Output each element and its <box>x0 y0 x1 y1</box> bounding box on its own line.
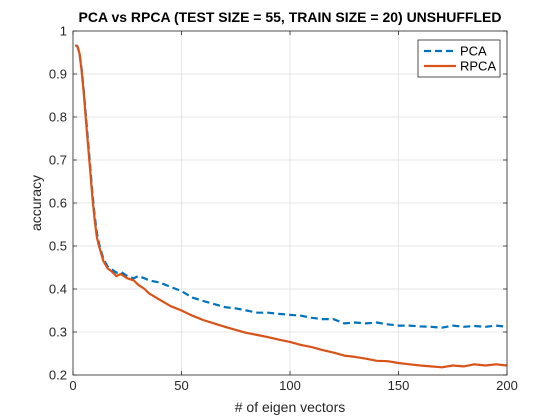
y-tick-label: 1 <box>60 24 67 39</box>
y-tick-label: 0.4 <box>49 282 67 297</box>
y-axis-label: accuracy <box>28 175 44 231</box>
legend-box <box>417 39 501 78</box>
y-tick-label: 0.6 <box>49 196 67 211</box>
y-tick-label: 0.2 <box>49 368 67 383</box>
chart-title: PCA vs RPCA (TEST SIZE = 55, TRAIN SIZE … <box>79 9 502 25</box>
y-tick-label: 0.5 <box>49 239 67 254</box>
x-tick-label: 150 <box>388 378 410 393</box>
legend-label-rpca: RPCA <box>460 59 496 74</box>
axis-ticks: 0 50 100 150 200 0.2 0.3 0.4 0.5 0.6 0.7 0.8 0.9 1 <box>49 24 518 394</box>
x-tick-label: 0 <box>69 378 76 393</box>
data-series <box>74 44 508 369</box>
grid-lines <box>72 30 508 376</box>
x-tick-label: 50 <box>174 378 188 393</box>
y-tick-label: 0.8 <box>49 110 67 125</box>
x-tick-label: 100 <box>279 378 301 393</box>
y-tick-label: 0.3 <box>49 325 67 340</box>
series-line-rpca <box>74 44 508 369</box>
legend-label-pca: PCA <box>460 44 487 59</box>
y-tick-label: 0.9 <box>49 67 67 82</box>
y-tick-label: 0.7 <box>49 153 67 168</box>
series-line-pca <box>74 44 508 329</box>
x-axis-label: # of eigen vectors <box>235 399 346 415</box>
x-tick-label: 200 <box>496 378 518 393</box>
